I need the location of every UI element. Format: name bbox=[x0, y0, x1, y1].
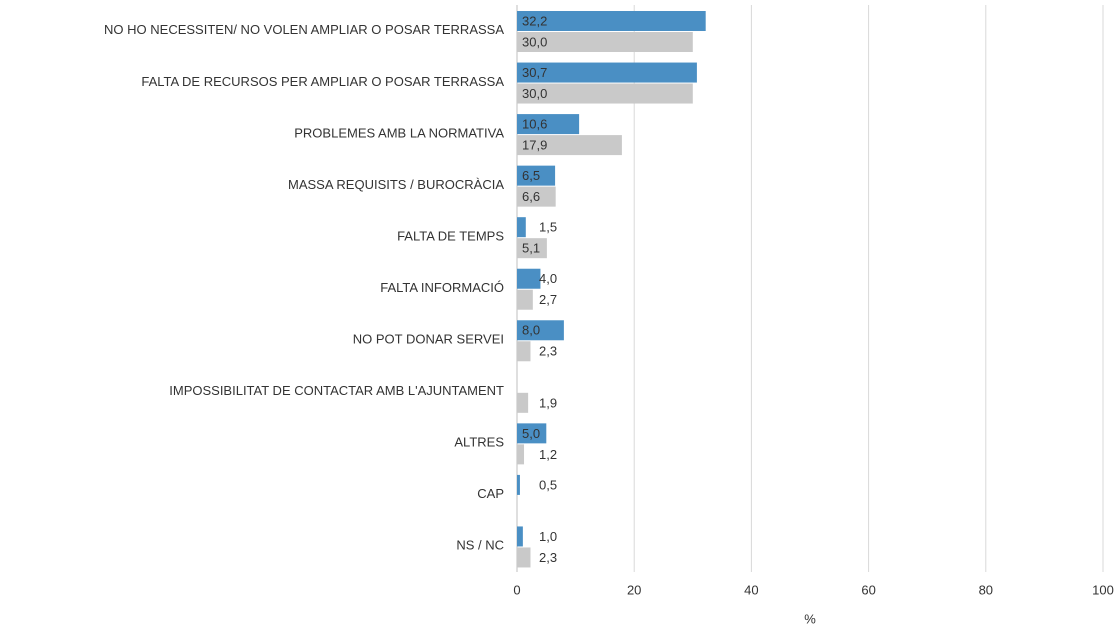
bar bbox=[517, 165, 556, 186]
data-label: 32,2 bbox=[522, 13, 547, 28]
x-tick-label: 20 bbox=[627, 582, 641, 597]
x-tick-label: 60 bbox=[861, 582, 875, 597]
bar bbox=[517, 392, 529, 413]
data-label: 4,0 bbox=[539, 271, 557, 286]
bar bbox=[517, 11, 706, 31]
y-tick-label: FALTA INFORMACIÓ bbox=[380, 280, 504, 295]
data-label: 2,3 bbox=[539, 344, 557, 359]
x-tick-label: 0 bbox=[513, 582, 520, 597]
data-label: 17,9 bbox=[522, 138, 547, 153]
bar bbox=[517, 320, 564, 341]
data-label: 6,6 bbox=[522, 189, 540, 204]
bar bbox=[517, 238, 547, 259]
data-label: 10,6 bbox=[522, 117, 547, 132]
y-tick-label: NO HO NECESSITEN/ NO VOLEN AMPLIAR O POS… bbox=[104, 22, 504, 37]
y-tick-label: NO POT DONAR SERVEI bbox=[353, 331, 504, 346]
bar bbox=[517, 268, 541, 289]
bar bbox=[517, 547, 531, 568]
data-label: 1,5 bbox=[539, 220, 557, 235]
data-label: 30,0 bbox=[522, 86, 547, 101]
bar bbox=[517, 114, 580, 135]
bar bbox=[517, 62, 697, 83]
y-tick-label: CAP bbox=[477, 486, 504, 501]
data-label: 1,2 bbox=[539, 447, 557, 462]
bar bbox=[517, 423, 547, 444]
bar bbox=[517, 444, 525, 465]
y-tick-label: NS / NC bbox=[456, 538, 504, 553]
x-tick-label: 100 bbox=[1092, 582, 1114, 597]
y-tick-label: IMPOSSIBILITAT DE CONTACTAR AMB L'AJUNTA… bbox=[169, 383, 504, 398]
data-label: 8,0 bbox=[522, 323, 540, 338]
data-label: 1,0 bbox=[539, 529, 557, 544]
bar bbox=[517, 135, 622, 156]
y-tick-label: FALTA DE TEMPS bbox=[397, 228, 504, 243]
data-label: 0,5 bbox=[539, 477, 557, 492]
bar bbox=[517, 289, 533, 310]
y-tick-label: ALTRES bbox=[454, 435, 504, 450]
data-label: 30,0 bbox=[522, 34, 547, 49]
y-tick-label: FALTA DE RECURSOS PER AMPLIAR O POSAR TE… bbox=[141, 74, 504, 89]
bar bbox=[517, 217, 526, 238]
x-tick-label: 80 bbox=[979, 582, 993, 597]
bar bbox=[517, 83, 693, 104]
data-label: 5,1 bbox=[522, 241, 540, 256]
data-label: 5,0 bbox=[522, 426, 540, 441]
bar bbox=[517, 474, 520, 495]
data-label: 2,3 bbox=[539, 550, 557, 565]
data-label: 30,7 bbox=[522, 65, 547, 80]
x-axis-label: % bbox=[804, 611, 816, 625]
bar bbox=[517, 526, 523, 547]
bar bbox=[517, 341, 531, 362]
data-label: 2,7 bbox=[539, 292, 557, 307]
y-tick-label: MASSA REQUISITS / BUROCRÀCIA bbox=[288, 177, 504, 192]
data-label: 6,5 bbox=[522, 168, 540, 183]
y-tick-label: PROBLEMES AMB LA NORMATIVA bbox=[294, 125, 504, 140]
x-tick-label: 40 bbox=[744, 582, 758, 597]
data-label: 1,9 bbox=[539, 395, 557, 410]
bar bbox=[517, 32, 693, 52]
bar bbox=[517, 186, 556, 207]
